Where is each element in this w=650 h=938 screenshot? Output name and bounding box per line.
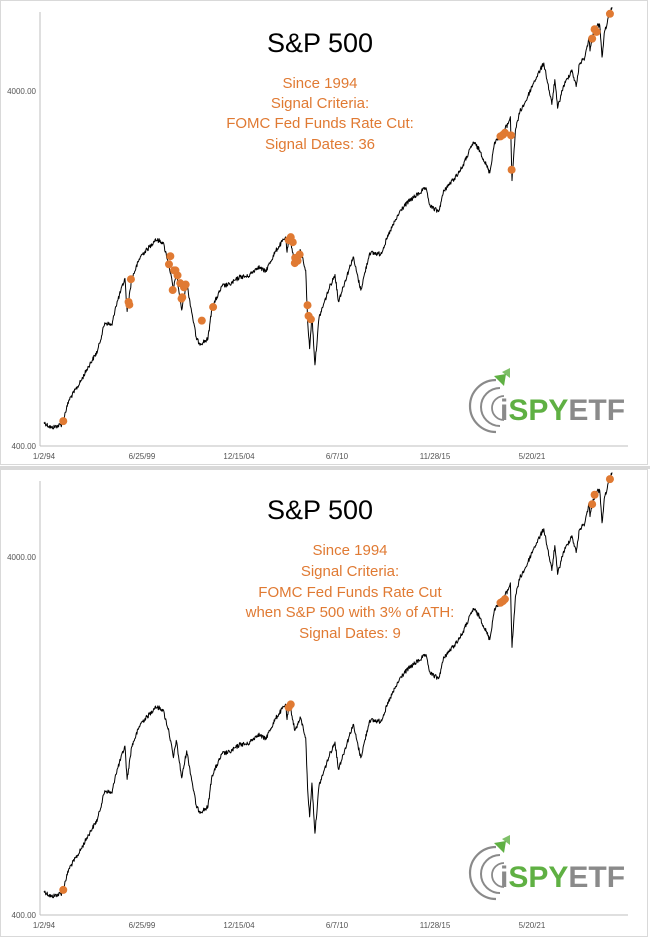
signal-marker (588, 500, 597, 509)
ispyetf-logo: iSPYETF (468, 835, 625, 901)
x-tick-label: 1/2/94 (33, 452, 56, 461)
x-tick-labels: 1/2/94 6/25/99 12/15/04 6/7/10 11/28/15 … (33, 452, 546, 461)
x-tick-label: 12/15/04 (223, 921, 255, 930)
signal-marker (500, 595, 509, 604)
signal-marker (164, 260, 173, 269)
signal-marker (288, 238, 297, 247)
signal-marker (592, 27, 601, 36)
signal-marker (173, 271, 182, 280)
signal-marker (303, 301, 312, 310)
sp500-price-line (43, 472, 613, 899)
signal-marker (590, 490, 599, 499)
annotation-line: Signal Criteria: (301, 563, 399, 580)
signal-marker (126, 275, 135, 284)
signal-marker (166, 252, 175, 261)
radar-signal-icon (468, 835, 510, 901)
chart-title: S&P 500 (267, 495, 373, 525)
x-tick-label: 1/2/94 (33, 921, 56, 930)
chart-panel-bottom: 4000.00 400.00 1/2/94 6/25/99 12/15/04 6… (0, 469, 650, 938)
x-tick-label: 6/7/10 (326, 921, 349, 930)
signal-marker (59, 417, 68, 426)
panel-divider (0, 466, 650, 469)
x-tick-label: 6/25/99 (129, 452, 156, 461)
x-tick-label: 12/15/04 (223, 452, 255, 461)
signal-marker (295, 250, 304, 259)
chart-frame (0, 469, 648, 937)
logo-i: i (500, 861, 508, 894)
signal-annotation: Since 1994 Signal Criteria: FOMC Fed Fun… (245, 542, 455, 642)
signal-marker (59, 885, 68, 894)
x-tick-label: 11/28/15 (420, 921, 451, 930)
sp500-price-line (43, 7, 613, 430)
logo-spy: SPY (508, 861, 568, 894)
chart-frame (0, 0, 648, 465)
y-tick-labels: 4000.00 400.00 (7, 553, 36, 920)
signal-marker (181, 280, 190, 289)
chart-panel-top: 4000.00 400.00 1/2/94 6/25/99 12/15/04 6… (0, 0, 648, 465)
ispyetf-logo: iSPYETF (468, 368, 625, 434)
logo-etf: ETF (568, 861, 625, 894)
radar-signal-icon (468, 368, 510, 434)
logo-etf: ETF (568, 394, 625, 427)
signal-marker (178, 293, 187, 302)
signal-marker (588, 34, 597, 43)
y-tick-label: 400.00 (12, 911, 37, 920)
annotation-line: Since 1994 (312, 542, 387, 559)
signal-marker (168, 286, 177, 295)
logo-spy: SPY (508, 394, 568, 427)
annotation-line: FOMC Fed Funds Rate Cut (258, 584, 442, 601)
y-tick-label: 4000.00 (7, 87, 36, 96)
series-layer (43, 7, 613, 430)
signal-marker (125, 300, 134, 309)
x-tick-label: 5/20/21 (519, 452, 546, 461)
annotation-line: when S&P 500 with 3% of ATH: (245, 604, 455, 621)
annotation-line: FOMC Fed Funds Rate Cut: (226, 115, 414, 132)
series-layer (43, 472, 613, 899)
annotation-line: Signal Dates: 36 (265, 136, 375, 153)
signal-marker (306, 315, 315, 324)
signal-marker (605, 9, 614, 18)
logo-i: i (500, 394, 508, 427)
signal-marker (507, 165, 516, 174)
x-tick-label: 11/28/15 (420, 452, 451, 461)
signal-marker (293, 256, 302, 265)
chart-title: S&P 500 (267, 28, 373, 58)
signal-marker (500, 128, 509, 137)
x-tick-label: 6/7/10 (326, 452, 349, 461)
signal-marker (605, 475, 614, 484)
svg-text:iSPYETF: iSPYETF (500, 861, 625, 894)
signal-marker (197, 316, 206, 325)
annotation-line: Since 1994 (282, 75, 357, 92)
y-tick-label: 400.00 (12, 442, 37, 451)
signal-annotation: Since 1994 Signal Criteria: FOMC Fed Fun… (226, 75, 414, 153)
chart-svg: 4000.00 400.00 1/2/94 6/25/99 12/15/04 6… (0, 469, 648, 937)
svg-text:iSPYETF: iSPYETF (500, 394, 625, 427)
x-tick-label: 5/20/21 (519, 921, 546, 930)
x-tick-labels: 1/2/94 6/25/99 12/15/04 6/7/10 11/28/15 … (33, 921, 546, 930)
y-tick-label: 4000.00 (7, 553, 36, 562)
signal-marker (286, 700, 295, 709)
x-tick-label: 6/25/99 (129, 921, 156, 930)
signal-marker (507, 131, 516, 140)
y-tick-labels: 4000.00 400.00 (7, 87, 36, 451)
signal-layer (59, 475, 614, 894)
annotation-line: Signal Dates: 9 (299, 625, 401, 642)
annotation-line: Signal Criteria: (271, 95, 369, 112)
signal-layer (59, 9, 614, 426)
chart-svg: 4000.00 400.00 1/2/94 6/25/99 12/15/04 6… (0, 0, 648, 465)
signal-marker (209, 303, 218, 312)
